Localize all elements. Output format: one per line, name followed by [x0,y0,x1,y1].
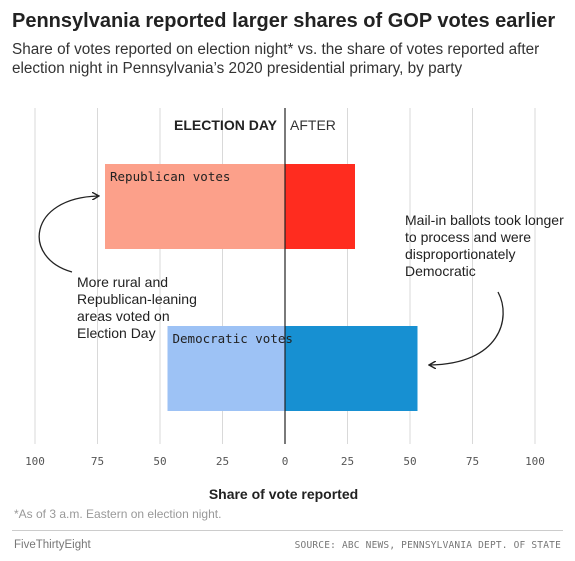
bar-election-day [105,164,285,249]
x-tick-label: 25 [341,455,354,468]
annotation-mail-in-ballots: Mail-in ballots took longer to process a… [405,212,564,279]
annotation-arrow-right [430,291,504,365]
chart-title: Pennsylvania reported larger shares of G… [12,10,556,32]
bar-after [285,164,355,249]
x-tick-label: 50 [153,455,166,468]
annotation-arrow-left [38,196,98,273]
x-tick-label: 75 [91,455,104,468]
x-axis-label: Share of vote reported [208,486,359,502]
footer-divider [12,530,563,531]
bar-election-day [167,326,285,411]
source-credit: SOURCE: ABC NEWS, PENNSYLVANIA DEPT. OF … [294,540,561,551]
tick-labels: 100 75 50 25 0 25 50 75 100 [25,455,545,468]
footnote: *As of 3 a.m. Eastern on election night. [14,507,222,521]
side-label-election-day: ELECTION DAY [174,117,278,133]
x-tick-label: 100 [525,455,545,468]
bar-after [285,326,418,411]
category-label: Republican votes [110,169,230,184]
brand-logo-text: FiveThirtyEight [14,539,91,551]
chart-subtitle: Share of votes reported on election nigh… [12,41,540,77]
x-tick-label: 25 [216,455,229,468]
x-tick-label: 50 [403,455,416,468]
x-tick-label: 75 [466,455,479,468]
x-tick-label: 0 [282,455,289,468]
x-tick-label: 100 [25,455,45,468]
annotation-rural-republican: More rural and Republican-leaning areas … [77,274,197,341]
category-label: Democratic votes [173,331,293,346]
side-label-after: AFTER [290,117,336,133]
category-labels: Republican votes Democratic votes [110,169,293,346]
bars [105,164,418,411]
